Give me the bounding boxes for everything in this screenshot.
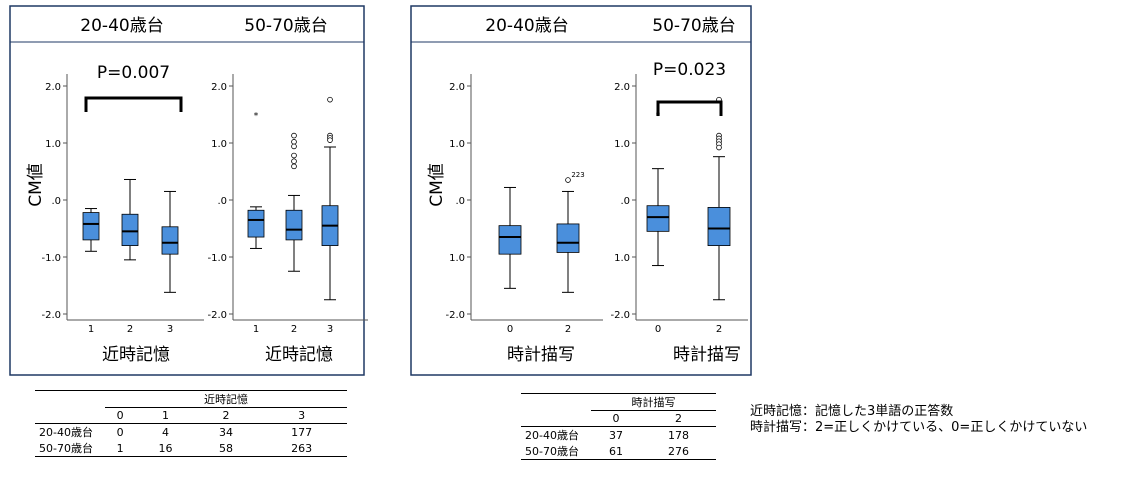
- outlier-point: [327, 96, 333, 103]
- box: [247, 209, 265, 238]
- table-memory: 近時記憶 0 1 2 3 20-40歳台 0 4 34 177 50-70歳台 …: [35, 390, 347, 457]
- y-tick-label: 2.0: [449, 82, 465, 93]
- table-memory-col-1: 1: [162, 409, 169, 422]
- table-clock-cell: 61: [608, 444, 623, 458]
- group-header: 50-70歳台: [652, 16, 735, 36]
- outlier-point: [291, 139, 297, 145]
- extreme-point: *: [254, 112, 259, 122]
- box: [498, 225, 522, 255]
- y-axis-label: CM値: [26, 163, 46, 207]
- outlier-point: [716, 144, 722, 151]
- y-tick-label: .0: [455, 196, 465, 207]
- note-clock: 時計描写：2=正しくかけている、0=正しくかけていない: [750, 420, 1088, 435]
- x-tick-label: 2: [716, 324, 722, 335]
- table-memory-cell: 4: [162, 425, 169, 439]
- table-clock: 時計描写 0 2 20-40歳台 37 178 50-70歳台 61 276: [521, 393, 716, 460]
- p-value-label: P=0.007: [97, 63, 170, 83]
- x-tick-label: 0: [507, 324, 513, 335]
- group-header: 20-40歳台: [485, 16, 568, 36]
- y-tick-label: 2.0: [45, 82, 61, 93]
- y-tick-label: .0: [217, 196, 227, 207]
- y-tick-label: .0: [620, 196, 630, 207]
- x-tick-label: 2: [127, 324, 133, 335]
- outlier-point: [291, 143, 297, 150]
- y-tick-label: -2.0: [41, 310, 61, 321]
- x-tick-label: 1: [88, 324, 94, 335]
- p-value-label: P=0.023: [653, 60, 726, 80]
- y-tick-label: 1.0: [449, 139, 465, 150]
- box: [285, 209, 303, 241]
- table-memory-col-0: 0: [116, 409, 124, 422]
- x-tick-label: 2: [565, 324, 571, 335]
- table-memory-title: 近時記憶: [105, 390, 347, 408]
- panel-frame: [410, 5, 752, 376]
- table-memory-cell: 34: [219, 425, 233, 439]
- y-tick-label: 2.0: [211, 82, 227, 93]
- y-tick-label: 1.0: [614, 253, 630, 264]
- y-tick-label: 1.0: [614, 139, 630, 150]
- x-tick-label: 2: [291, 324, 297, 335]
- table-memory-cell: 58: [219, 441, 233, 455]
- y-tick-label: .0: [51, 196, 61, 207]
- y-tick-label: 1.0: [449, 253, 465, 264]
- x-tick-label: 1: [253, 324, 259, 335]
- x-tick-label: 3: [167, 324, 173, 335]
- outlier-point: [291, 152, 297, 159]
- y-tick-label: 1.0: [45, 139, 61, 150]
- box: [646, 205, 670, 232]
- y-tick-label: 1.0: [211, 139, 227, 150]
- outlier-point: [565, 177, 571, 183]
- table-memory-cell: 177: [291, 425, 313, 439]
- y-tick-label: -2.0: [610, 310, 630, 321]
- table-memory-row-label: 50-70歳台: [39, 442, 93, 455]
- table-clock-cell: 276: [667, 444, 689, 458]
- box: [121, 213, 139, 247]
- extreme-point: *: [656, 112, 661, 122]
- outlier-point: [291, 163, 297, 170]
- box: [161, 226, 179, 255]
- table-memory-col-2: 2: [222, 409, 230, 422]
- table-memory-row-label: 20-40歳台: [39, 426, 93, 439]
- y-tick-label: -2.0: [445, 310, 465, 321]
- x-axis-label: 近時記憶: [265, 345, 333, 365]
- y-tick-label: -2.0: [207, 310, 227, 321]
- box: [556, 223, 580, 253]
- box: [82, 212, 100, 241]
- x-axis-label: 近時記憶: [102, 345, 170, 365]
- table-clock-row-label: 50-70歳台: [525, 445, 579, 458]
- y-tick-label: -1.0: [207, 253, 227, 264]
- y-axis-label: CM値: [427, 163, 447, 207]
- table-memory-cell: 1: [116, 441, 124, 455]
- outlier-point: [291, 132, 297, 139]
- significance-bracket: [84, 96, 183, 112]
- x-tick-label: 3: [327, 324, 333, 335]
- table-memory-cell: 263: [291, 441, 313, 455]
- table-clock-cell: 178: [667, 428, 689, 442]
- note-memory: 近時記憶：記憶した3単語の正答数: [750, 404, 954, 419]
- table-clock-title: 時計描写: [591, 393, 716, 411]
- outlier-label: 223: [571, 171, 584, 179]
- table-clock-cell: 37: [608, 428, 623, 442]
- x-tick-label: 0: [655, 324, 661, 335]
- x-axis-label: 時計描写: [507, 345, 575, 365]
- table-clock-col-0: 0: [612, 412, 620, 425]
- group-header: 20-40歳台: [80, 16, 163, 36]
- table-memory-col-3: 3: [298, 409, 306, 422]
- group-header: 50-70歳台: [244, 16, 327, 36]
- y-tick-label: 2.0: [614, 82, 630, 93]
- panel-frame: [9, 5, 365, 376]
- table-clock-row-label: 20-40歳台: [525, 429, 579, 442]
- box: [707, 207, 731, 247]
- y-tick-label: -1.0: [41, 253, 61, 264]
- table-memory-cell: 0: [116, 425, 124, 439]
- significance-bracket: [656, 100, 723, 116]
- outlier-point: [291, 158, 297, 165]
- table-memory-cell: 16: [158, 441, 173, 455]
- table-clock-col-1: 2: [674, 412, 682, 425]
- outlier-point: [327, 137, 333, 143]
- x-axis-label: 時計描写: [673, 345, 741, 365]
